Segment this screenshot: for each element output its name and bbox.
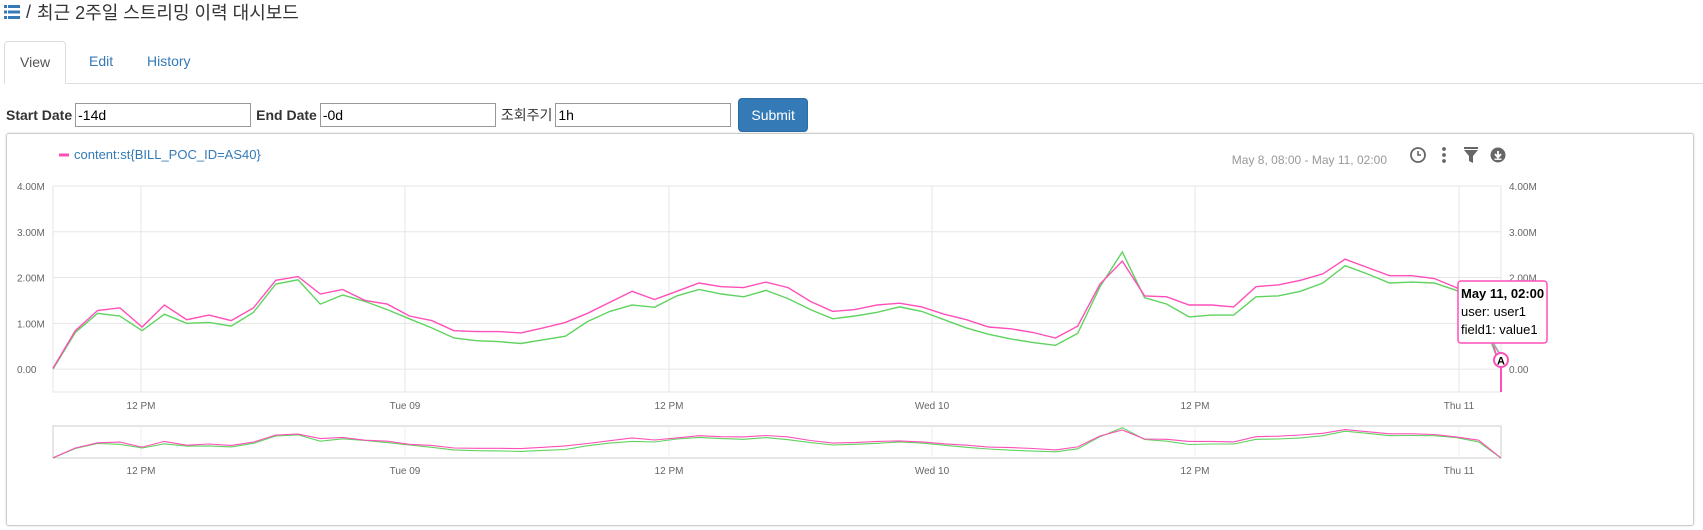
period-input[interactable] [555,103,731,127]
navigator-tick-label: 12 PM [127,466,156,477]
tab-history[interactable]: History [132,41,206,82]
breadcrumb: / 최근 2주일 스트리밍 이력 대시보드 [4,0,299,24]
x-tick-label: 12 PM [1181,401,1210,412]
series-line-primary[interactable] [53,259,1501,369]
breadcrumb-separator: / [26,2,31,23]
query-form: Start Date End Date 조회주기 Submit [6,100,808,130]
download-icon[interactable] [1491,148,1506,163]
y-tick-label-left: 0.00 [17,365,37,376]
plot-area [53,186,1501,392]
y-tick-label-right: 4.00M [1509,182,1537,193]
navigator-tick-label: 12 PM [1181,466,1210,477]
x-tick-label: Thu 11 [1444,401,1475,412]
navigator-tick-label: Tue 09 [390,466,421,477]
y-tick-label-right: 3.00M [1509,228,1537,239]
y-tick-label-left: 4.00M [17,182,45,193]
end-date-input[interactable] [320,103,496,127]
navigator-tick-label: Thu 11 [1444,466,1475,477]
tab-view[interactable]: View [4,41,66,84]
navigator-frame[interactable] [53,426,1501,458]
series-line-secondary[interactable] [53,252,1501,369]
annotation-letter: A [1497,356,1505,368]
page-title: 최근 2주일 스트리밍 이력 대시보드 [37,0,299,25]
tooltip-title: May 11, 02:00 [1461,286,1544,301]
y-tick-label-left: 3.00M [17,228,45,239]
navigator-tick-label: Wed 10 [915,466,950,477]
x-tick-label: 12 PM [655,401,684,412]
time-range-text: May 8, 08:00 - May 11, 02:00 [1232,153,1388,167]
tooltip-line: user: user1 [1461,304,1526,319]
submit-button[interactable]: Submit [738,98,808,132]
x-tick-label: Wed 10 [915,401,950,412]
clock-icon[interactable] [1411,148,1425,162]
end-date-label: End Date [256,107,317,123]
list-icon[interactable] [4,5,20,19]
kebab-menu-icon[interactable] [1442,147,1446,163]
navigator-line-secondary [53,428,1501,458]
x-tick-label: 12 PM [127,401,156,412]
filter-icon[interactable] [1464,147,1478,163]
legend-label[interactable]: content:st{BILL_POC_ID=AS40} [74,147,261,162]
line-chart: content:st{BILL_POC_ID=AS40} May 8, 08:0… [7,134,1693,525]
tab-edit[interactable]: Edit [74,41,128,82]
tooltip-line: field1: value1 [1461,322,1538,337]
navigator-tick-label: 12 PM [655,466,684,477]
chart-panel: content:st{BILL_POC_ID=AS40} May 8, 08:0… [6,133,1694,526]
y-tick-label-left: 1.00M [17,319,45,330]
navigator-line-primary [53,430,1501,458]
period-label: 조회주기 [501,105,553,125]
y-tick-label-left: 2.00M [17,274,45,285]
y-tick-label-right: 0.00 [1509,365,1529,376]
start-date-input[interactable] [75,103,251,127]
x-tick-label: Tue 09 [390,401,421,412]
tab-bar: View Edit History [4,41,1703,84]
start-date-label: Start Date [6,107,72,123]
